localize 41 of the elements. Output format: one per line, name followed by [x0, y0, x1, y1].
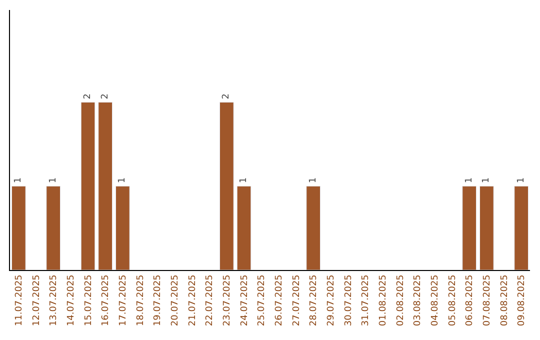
x-tick-label: 09.08.2025 [517, 274, 528, 326]
x-tick-label: 31.07.2025 [361, 274, 372, 326]
data-label: 1 [464, 177, 474, 184]
x-tick-label: 17.07.2025 [118, 274, 129, 326]
x-tick-label: 20.07.2025 [170, 274, 181, 326]
x-tick-label: 16.07.2025 [101, 274, 112, 326]
data-label: 2 [100, 94, 110, 100]
x-tick-label: 15.07.2025 [84, 274, 94, 326]
x-tick-label: 19.07.2025 [153, 274, 164, 326]
x-tick-label: 18.07.2025 [136, 274, 146, 326]
data-label: 1 [48, 177, 58, 184]
x-tick-label: 07.08.2025 [482, 274, 493, 326]
x-tick-label: 12.07.2025 [32, 274, 42, 326]
x-tick-label: 28.07.2025 [309, 274, 320, 326]
x-tick-label: 21.07.2025 [188, 274, 198, 326]
x-tick-label: 29.07.2025 [326, 274, 337, 326]
data-label: 1 [118, 177, 128, 184]
data-label: 1 [308, 177, 318, 184]
x-tick-label: 24.07.2025 [240, 274, 250, 326]
x-tick-label: 06.08.2025 [465, 274, 476, 326]
x-tick-label: 14.07.2025 [66, 274, 77, 326]
x-tick-label: 04.08.2025 [430, 274, 441, 326]
x-tick-label: 11.07.2025 [14, 274, 25, 326]
x-tick-label: 02.08.2025 [396, 274, 406, 326]
data-label: 2 [222, 94, 232, 100]
x-tick-label: 01.08.2025 [378, 274, 389, 326]
data-label: 1 [516, 177, 526, 184]
data-label: 1 [14, 177, 24, 184]
data-label: 1 [239, 177, 249, 184]
x-tick-label: 05.08.2025 [448, 274, 458, 326]
data-label: 2 [83, 94, 93, 100]
x-tick-label: 22.07.2025 [205, 274, 216, 326]
data-label: 1 [482, 177, 492, 184]
x-tick-label: 25.07.2025 [257, 274, 268, 326]
x-tick-label: 30.07.2025 [344, 274, 354, 326]
x-tick-label: 27.07.2025 [292, 274, 302, 326]
x-tick-label: 26.07.2025 [274, 274, 285, 326]
x-tick-label: 03.08.2025 [413, 274, 424, 326]
x-tick-label: 23.07.2025 [222, 274, 233, 326]
x-tick-label: 13.07.2025 [49, 274, 60, 326]
x-tick-label: 08.08.2025 [500, 274, 510, 326]
